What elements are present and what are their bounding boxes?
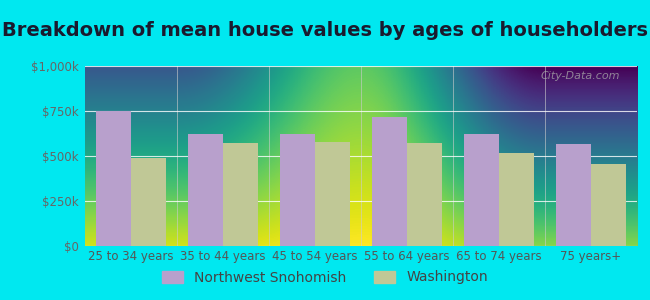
Legend: Northwest Snohomish, Washington: Northwest Snohomish, Washington: [157, 265, 493, 290]
Bar: [188, 134, 222, 246]
Bar: [280, 134, 315, 246]
Text: Breakdown of mean house values by ages of householders: Breakdown of mean house values by ages o…: [2, 21, 648, 40]
Bar: [96, 111, 131, 246]
Bar: [499, 153, 534, 246]
Bar: [407, 143, 442, 246]
Text: City-Data.com: City-Data.com: [541, 71, 620, 81]
Bar: [131, 158, 166, 246]
Bar: [556, 144, 591, 246]
Bar: [464, 134, 499, 246]
Bar: [591, 164, 626, 246]
Bar: [222, 143, 257, 246]
Bar: [315, 142, 350, 246]
Bar: [372, 117, 407, 246]
